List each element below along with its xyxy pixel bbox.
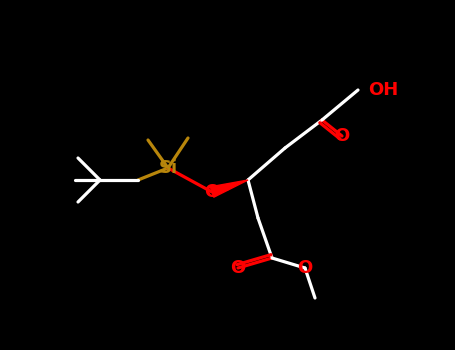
Text: O: O xyxy=(204,183,220,201)
Text: OH: OH xyxy=(368,81,398,99)
Polygon shape xyxy=(210,180,248,197)
Text: O: O xyxy=(298,259,313,277)
Text: Si: Si xyxy=(158,159,177,177)
Text: O: O xyxy=(230,259,246,277)
Text: O: O xyxy=(334,127,349,145)
Text: •: • xyxy=(223,185,229,195)
